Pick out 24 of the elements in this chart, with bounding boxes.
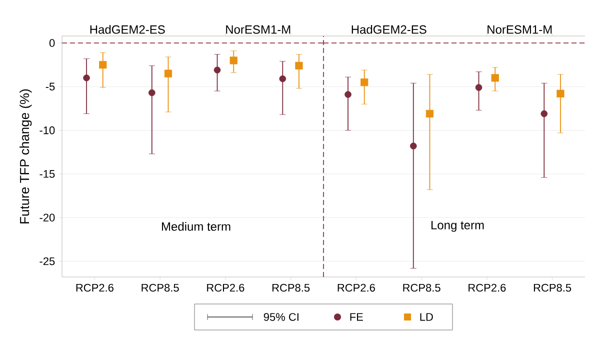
y-axis-title: Future TFP change (%) — [20, 89, 32, 224]
annotation: Medium term — [162, 222, 230, 231]
text: HadGEM2-ES — [90, 24, 165, 34]
x-tick-label: RCP2.6 — [76, 284, 114, 292]
y-tick-label: 0 — [49, 39, 55, 47]
text: NorESM1-M — [226, 25, 290, 34]
x-tick-label: RCP2.6 — [338, 284, 375, 292]
text: NorESM1-M — [488, 25, 552, 34]
text: 95% CI — [264, 313, 298, 321]
x-tick-label: RCP2.6 — [207, 284, 244, 292]
annotation: Long term — [431, 221, 484, 232]
x-tick-label: RCP8.5 — [272, 284, 310, 292]
y-tick-label: -10 — [40, 126, 55, 134]
x-tick-label: RCP8.5 — [534, 284, 572, 292]
y-tick-label: -20 — [40, 214, 55, 222]
x-tick-label: RCP8.5 — [142, 284, 179, 292]
x-tick-label: RCP2.6 — [468, 284, 506, 292]
y-tick-label: -5 — [46, 82, 55, 90]
legend-label: LD — [420, 313, 433, 321]
x-tick-label: RCP8.5 — [403, 284, 440, 292]
legend-label: FE — [350, 313, 363, 321]
y-tick-label: -15 — [40, 170, 55, 178]
y-tick-label: -25 — [40, 257, 55, 266]
text: HadGEM2-ES — [352, 24, 426, 34]
